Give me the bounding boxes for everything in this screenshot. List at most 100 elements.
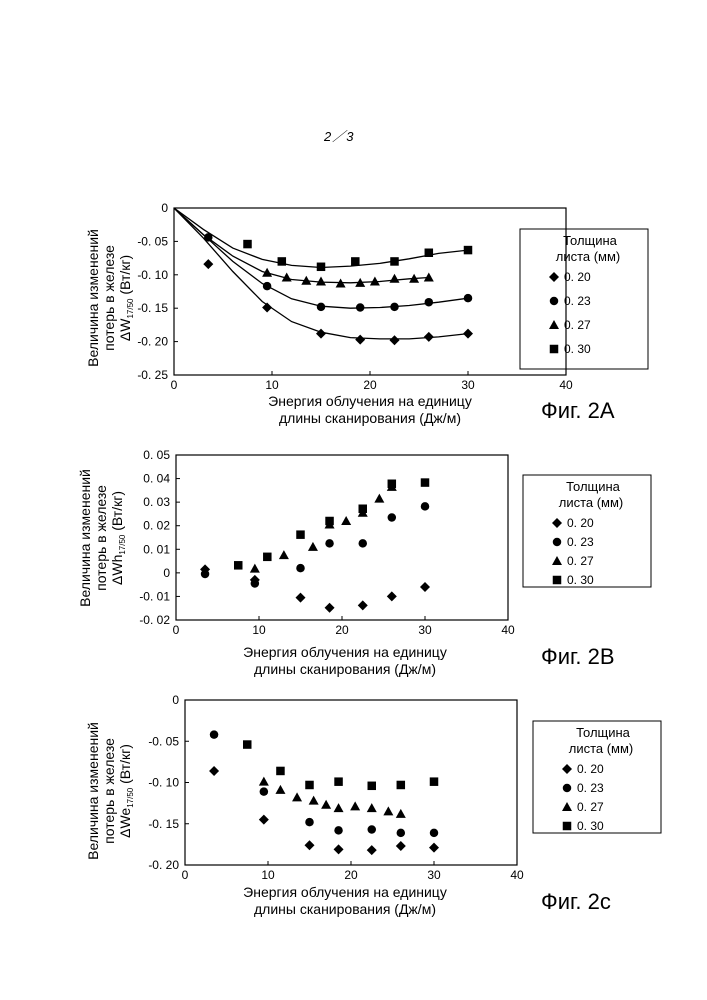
y-axis-label-line: Величина изменений	[85, 722, 101, 860]
data-point-circle	[251, 579, 260, 588]
data-point-diamond	[316, 329, 326, 339]
legend-title: листа (мм)	[556, 249, 621, 264]
data-point-square	[351, 257, 360, 266]
data-point-diamond	[396, 841, 406, 851]
data-point-square	[334, 777, 343, 786]
legend-label: 0. 30	[567, 573, 594, 587]
data-point-circle	[368, 825, 377, 834]
y-axis-label: Величина измененийпотерь в железеΔWe17/5…	[85, 722, 135, 860]
legend-marker-square	[563, 822, 572, 831]
data-point-square	[243, 740, 252, 749]
data-point-square	[276, 767, 285, 776]
legend-label: 0. 27	[564, 318, 591, 332]
data-point-triangle	[292, 792, 302, 801]
figure-label: Фиг. 2A	[541, 398, 615, 423]
y-tick-label: 0	[163, 566, 170, 580]
y-tick-label: -0. 02	[139, 613, 170, 627]
y-axis-label: Величина измененийпотерь в железеΔWh17/5…	[77, 469, 127, 607]
y-tick-label: 0. 02	[143, 519, 170, 533]
chart-fig2b: 0102030400. 050. 040. 030. 020. 010-0. 0…	[77, 448, 651, 677]
legend-marker-triangle	[552, 556, 562, 565]
x-tick-label: 10	[265, 378, 279, 392]
data-point-diamond	[209, 766, 219, 776]
y-axis-label-line: ΔWh17/50 (Вт/кг)	[109, 491, 127, 585]
data-point-diamond	[334, 844, 344, 854]
y-tick-label: -0. 05	[137, 234, 168, 248]
data-point-square	[397, 781, 406, 790]
chart-fig2a: 0102030400-0. 05-0. 10-0. 15-0. 20-0. 25…	[85, 201, 648, 426]
y-axis-subscript: 17/50	[126, 787, 135, 808]
legend-label: 0. 23	[577, 781, 604, 795]
chart-fig2c: 0102030400-0. 05-0. 10-0. 15-0. 20Толщин…	[85, 693, 661, 917]
data-point-diamond	[387, 591, 397, 601]
data-point-triangle	[341, 516, 351, 525]
fit-curve-series-1	[174, 208, 468, 339]
data-point-circle	[334, 826, 343, 835]
legend-title: листа (мм)	[559, 495, 624, 510]
legend-title: Толщина	[563, 233, 618, 248]
legend-label: 0. 30	[577, 819, 604, 833]
legend-label: 0. 23	[564, 294, 591, 308]
legend-label: 0. 20	[564, 270, 591, 284]
y-axis-symbol: ΔW	[117, 318, 133, 341]
y-axis-subscript: 17/50	[118, 534, 127, 555]
x-tick-label: 30	[427, 868, 441, 882]
data-point-diamond	[355, 335, 365, 345]
data-point-square	[325, 517, 334, 526]
legend-label: 0. 27	[577, 800, 604, 814]
data-point-triangle	[279, 550, 289, 559]
data-point-square	[388, 480, 397, 489]
data-point-triangle	[275, 785, 285, 794]
data-point-diamond	[325, 603, 335, 613]
y-tick-label: -0. 10	[137, 268, 168, 282]
data-point-triangle	[424, 272, 434, 281]
y-axis-label-line: ΔWe17/50 (Вт/кг)	[117, 744, 135, 838]
legend-marker-circle	[553, 538, 562, 547]
data-point-triangle	[396, 809, 406, 818]
data-point-triangle	[321, 800, 331, 809]
data-point-circle	[430, 829, 439, 838]
data-point-square	[305, 781, 314, 790]
legend-marker-diamond	[562, 764, 572, 774]
y-tick-label: 0. 04	[143, 472, 170, 486]
data-point-triangle	[309, 796, 319, 805]
data-point-circle	[397, 829, 406, 838]
y-axis-label-line: потерь в железе	[101, 738, 117, 844]
data-point-diamond	[262, 303, 272, 313]
x-tick-label: 40	[559, 378, 573, 392]
x-tick-label: 0	[173, 623, 180, 637]
data-point-circle	[263, 282, 272, 291]
fit-curve-series-3	[174, 208, 429, 283]
x-tick-label: 10	[261, 868, 275, 882]
data-point-triangle	[374, 494, 384, 503]
y-axis-label: Величина измененийпотерь в железеΔW17/50…	[85, 229, 135, 367]
x-tick-label: 20	[335, 623, 349, 637]
y-tick-label: -0. 25	[137, 368, 168, 382]
data-point-diamond	[420, 582, 430, 592]
data-point-circle	[464, 294, 473, 303]
data-point-circle	[425, 298, 434, 307]
x-axis-label: длины сканирования (Дж/м)	[254, 661, 436, 677]
data-point-diamond	[305, 840, 315, 850]
plot-area-frame	[174, 208, 566, 375]
y-axis-label-line: Величина изменений	[85, 229, 101, 367]
y-tick-label: 0. 01	[143, 542, 170, 556]
y-axis-label-line: потерь в железе	[93, 485, 109, 591]
legend-title: листа (мм)	[569, 741, 634, 756]
data-point-diamond	[296, 593, 306, 603]
data-point-square	[390, 257, 399, 266]
legend-marker-circle	[563, 784, 572, 793]
data-point-diamond	[463, 329, 473, 339]
y-tick-label: -0. 15	[148, 817, 179, 831]
y-tick-label: -0. 20	[137, 335, 168, 349]
y-axis-unit: (Вт/кг)	[117, 744, 133, 788]
legend-title: Толщина	[566, 479, 621, 494]
legend-label: 0. 23	[567, 535, 594, 549]
data-point-circle	[305, 818, 314, 827]
data-point-square	[317, 263, 326, 272]
figure-label: Фиг. 2B	[541, 644, 615, 669]
data-point-triangle	[350, 801, 360, 810]
y-axis-unit: (Вт/кг)	[117, 255, 133, 299]
y-tick-label: -0. 15	[137, 301, 168, 315]
